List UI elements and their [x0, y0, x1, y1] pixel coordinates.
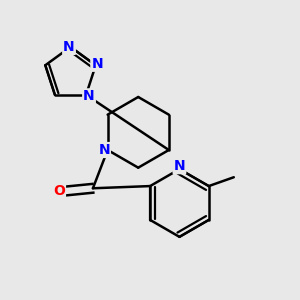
Text: N: N: [63, 40, 75, 54]
Text: N: N: [98, 143, 110, 157]
Text: N: N: [83, 89, 95, 103]
Text: N: N: [174, 159, 185, 173]
Text: N: N: [92, 57, 103, 71]
Text: O: O: [53, 184, 65, 198]
